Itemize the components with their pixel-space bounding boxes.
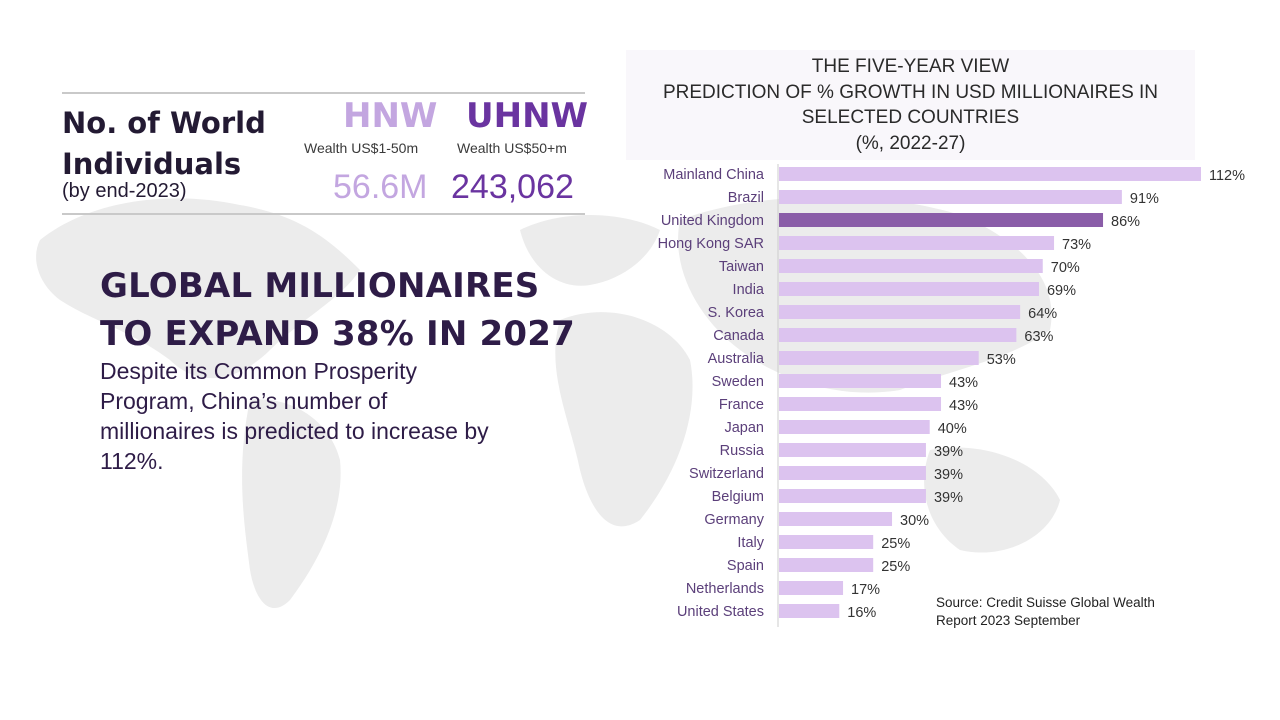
bar [779,604,840,618]
category-label: Japan [724,420,764,436]
bar [779,351,979,365]
bar [779,512,893,526]
bar [779,443,926,457]
bar [779,558,874,572]
bar [779,305,1021,319]
source-line2: Report 2023 September [936,613,1081,628]
category-label: India [733,282,765,298]
bar [779,190,1122,204]
bar [779,489,926,503]
bar [779,259,1043,273]
bar [779,420,930,434]
bar [779,466,926,480]
value-label: 70% [1051,260,1080,276]
category-label: Mainland China [663,167,765,183]
value-label: 73% [1062,237,1091,253]
chart-title-line4: (%, 2022-27) [855,132,966,154]
bar [779,236,1055,250]
category-label: Italy [737,535,764,551]
value-label: 69% [1047,283,1076,299]
value-label: 25% [881,559,910,575]
category-label: United Kingdom [661,213,764,229]
chart-title-line2: PREDICTION OF % GROWTH IN USD MILLIONAIR… [662,81,1159,103]
value-label: 43% [949,398,978,414]
value-label: 63% [1024,329,1053,345]
value-label: 86% [1111,214,1140,230]
category-label: France [719,397,764,413]
category-label: Switzerland [689,466,764,482]
bottom-divider [62,213,585,215]
headline-line1: GLOBAL MILLIONAIRES [100,266,540,306]
chart-title-panel: THE FIVE-YEAR VIEW PREDICTION OF % GROWT… [626,50,1195,160]
source-line1: Source: Credit Suisse Global Wealth [936,595,1155,610]
stats-title: No. of World Individuals [62,103,266,185]
value-label: 40% [938,421,967,437]
body-text: Despite its Common Prosperity Program, C… [100,358,489,474]
value-label: 39% [934,444,963,460]
chart-title-line3: SELECTED COUNTRIES [801,107,1020,128]
category-label: United States [677,604,764,620]
hnw-label: HNW [343,96,438,136]
value-label: 64% [1028,306,1057,322]
bar [779,213,1104,227]
bar [779,581,844,595]
value-label: 39% [934,490,963,506]
value-label: 39% [934,467,963,483]
value-label: 30% [900,513,929,529]
category-label: Spain [727,558,764,574]
bar [779,282,1039,296]
category-label: Netherlands [686,581,764,597]
bar [779,374,942,388]
category-label: Australia [708,351,765,367]
category-label: Canada [713,328,765,344]
category-label: S. Korea [708,305,765,321]
category-label: Belgium [712,489,764,505]
category-label: Sweden [712,374,764,390]
category-label: Russia [720,443,765,459]
top-divider [62,92,585,94]
headline: GLOBAL MILLIONAIRES TO EXPAND 38% IN 202… [100,262,575,358]
uhnw-label: UHNW [466,96,589,136]
bar [779,328,1017,342]
bar [779,397,942,411]
value-label: 17% [851,582,880,598]
hnw-value: 56.6M [333,168,428,206]
hnw-description: Wealth US$1-50m [304,140,419,156]
bar-chart: Mainland China 112% Brazil 91% United Kingdo… [658,164,1245,627]
stats-subtitle: (by end-2023) [62,180,187,202]
category-label: Hong Kong SAR [658,236,764,252]
value-label: 112% [1209,168,1245,184]
value-label: 91% [1130,191,1159,207]
chart-title-line1: THE FIVE-YEAR VIEW [811,56,1010,77]
value-label: 16% [847,605,876,621]
bar [779,535,874,549]
bar [779,167,1201,181]
headline-line2: TO EXPAND 38% IN 2027 [100,314,575,354]
category-label: Taiwan [719,259,764,275]
value-label: 43% [949,375,978,391]
stats-title-line2: Individuals [62,147,242,181]
stats-title-line1: No. of World [62,106,266,140]
category-label: Brazil [728,190,764,206]
category-label: Germany [704,512,764,528]
source-note: Source: Credit Suisse Global Wealth Repo… [936,594,1196,630]
uhnw-value: 243,062 [451,168,574,206]
uhnw-description: Wealth US$50+m [457,140,567,156]
value-label: 25% [881,536,910,552]
value-label: 53% [987,352,1016,368]
